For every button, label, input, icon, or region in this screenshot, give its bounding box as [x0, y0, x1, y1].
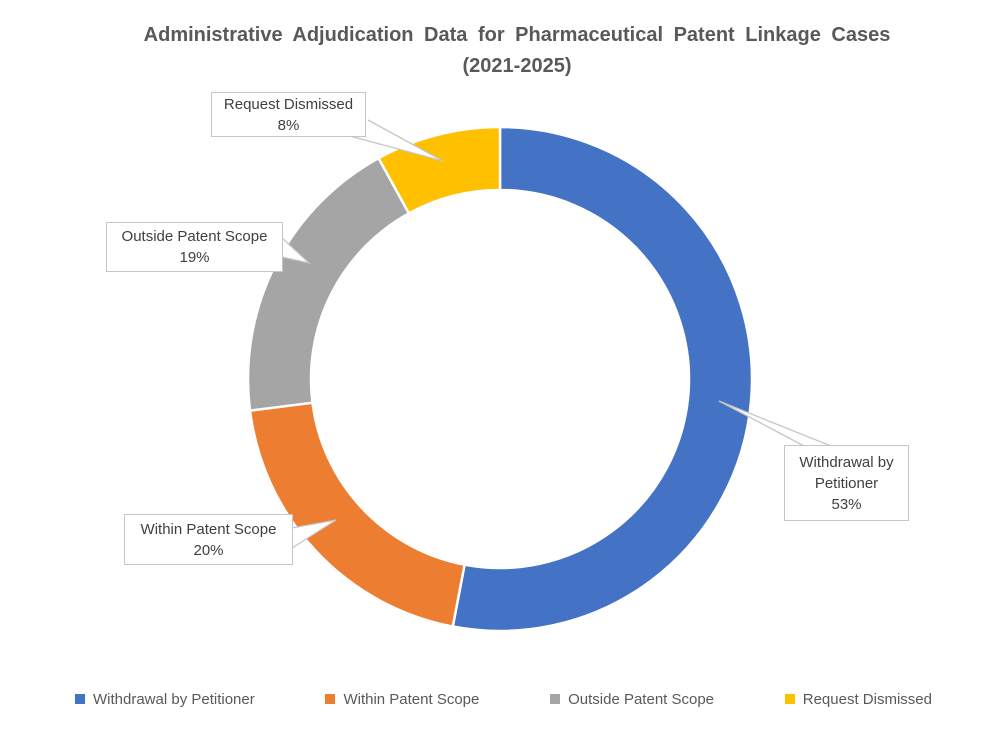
callout-pointer-withdrawal-by-petitioner: [718, 400, 832, 447]
legend-swatch-gray: [550, 694, 561, 704]
data-label-within-patent-scope[interactable]: Within Patent Scope 20%: [124, 514, 293, 565]
chart-title[interactable]: Administrative Adjudication Data for Pha…: [34, 20, 1000, 82]
donut-slice-outside-patent-scope[interactable]: [246, 156, 411, 412]
callout-pointer-outside-patent-scope: [281, 237, 312, 265]
legend-item-within-patent-scope[interactable]: Within Patent Scope: [325, 691, 479, 708]
data-label-value: 20%: [193, 541, 224, 559]
data-label-request-dismissed[interactable]: Request Dismissed 8%: [211, 92, 366, 137]
chart-title-line1: Administrative Adjudication Data for Pha…: [143, 24, 891, 46]
donut-slice-withdrawal-by-petitioner[interactable]: [451, 125, 754, 633]
data-label-text: Request Dismissed: [223, 95, 354, 113]
data-label-text: Outside Patent Scope: [121, 228, 268, 245]
legend-label: Within Patent Scope: [343, 690, 480, 708]
data-label-value: 8%: [277, 116, 300, 134]
legend: Withdrawal by Petitioner Within Patent S…: [75, 688, 932, 710]
legend-swatch-orange: [325, 694, 336, 704]
chart-title-line2: (2021-2025): [462, 55, 572, 77]
legend-item-outside-patent-scope[interactable]: Outside Patent Scope: [550, 691, 714, 708]
data-label-withdrawal-by-petitioner[interactable]: Withdrawal by Petitioner 53%: [784, 445, 909, 521]
legend-item-request-dismissed[interactable]: Request Dismissed: [784, 690, 932, 708]
data-label-outside-patent-scope[interactable]: Outside Patent Scope 19%: [106, 222, 283, 272]
data-label-value: 53%: [831, 495, 862, 513]
donut-slices: [246, 125, 754, 633]
legend-label: Request Dismissed: [802, 690, 932, 708]
legend-label: Outside Patent Scope: [568, 690, 715, 708]
legend-swatch-yellow: [784, 694, 795, 704]
data-label-text: Withdrawal by Petitioner: [799, 453, 894, 492]
legend-swatch-blue: [75, 694, 85, 704]
callout-pointer-within-patent-scope: [291, 519, 337, 549]
data-label-text: Within Patent Scope: [140, 520, 277, 538]
legend-item-withdrawal-by-petitioner[interactable]: Withdrawal by Petitioner: [75, 691, 255, 708]
data-label-value: 19%: [179, 249, 210, 266]
legend-label: Withdrawal by Petitioner: [93, 690, 255, 708]
callout-pointer-request-dismissed: [345, 119, 444, 162]
